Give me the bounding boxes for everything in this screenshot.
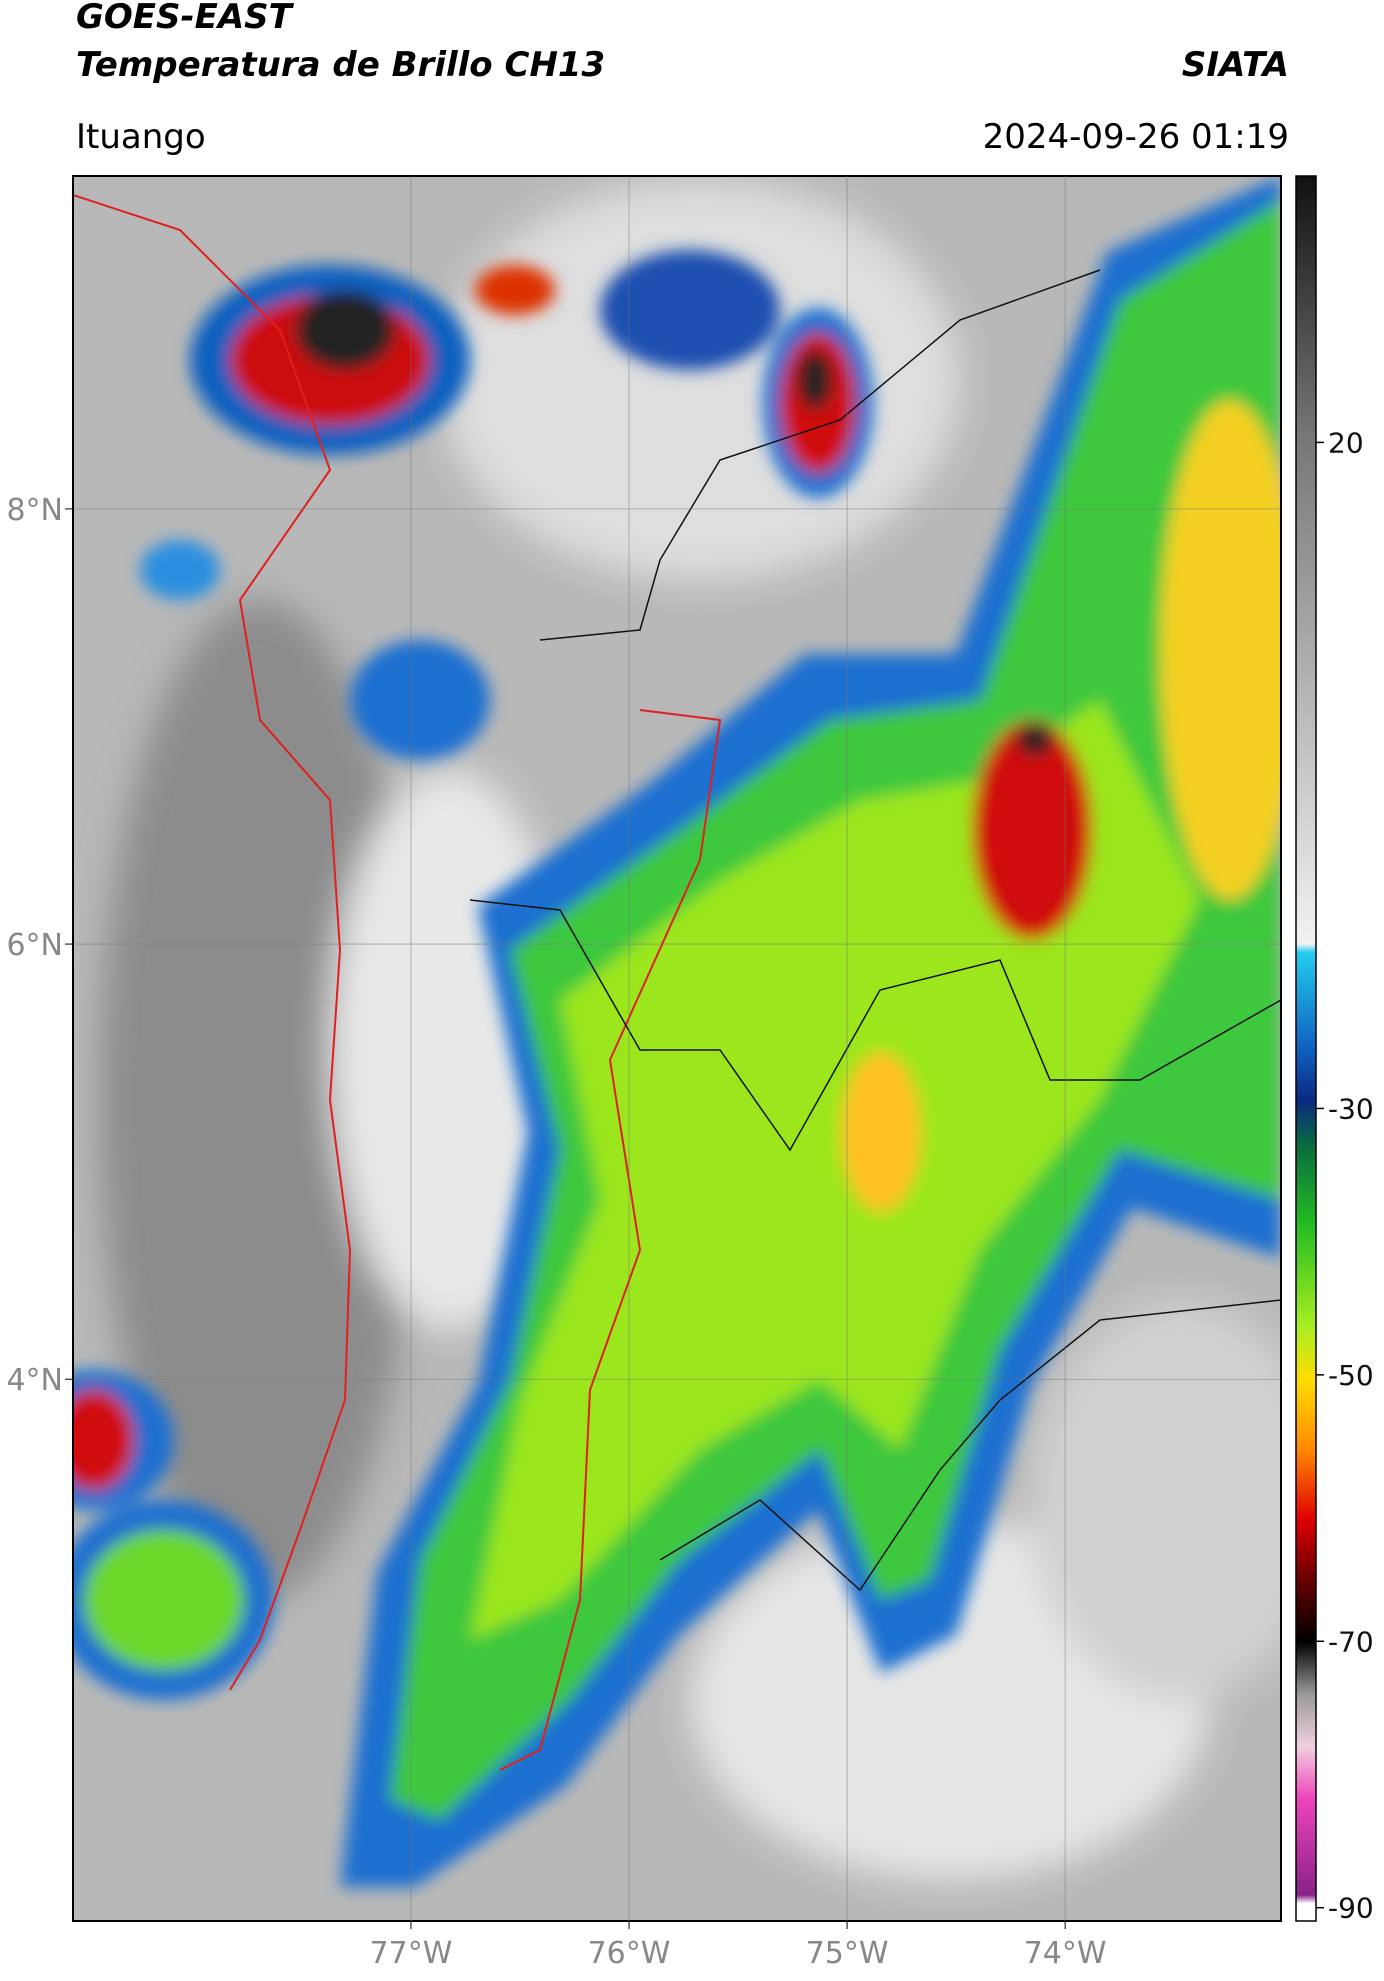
lat-tick-label: 4°N <box>6 1363 63 1398</box>
lon-tick-label: 76°W <box>588 1936 671 1971</box>
colorbar-tick-label: -30 <box>1328 1092 1374 1125</box>
map-frame <box>72 175 1282 1922</box>
colorbar-tick-label: -70 <box>1328 1625 1374 1658</box>
lat-tick-label: 6°N <box>6 928 63 963</box>
datetime: 2024-09-26 01:19 <box>983 117 1289 157</box>
lon-tick-label: 77°W <box>370 1936 453 1971</box>
lon-tick-label: 74°W <box>1024 1936 1107 1971</box>
location: Ituango <box>76 117 206 157</box>
colorbar-tick-label: 20 <box>1328 426 1364 459</box>
colorbar-tick-label: -50 <box>1328 1359 1374 1392</box>
satellite-image <box>73 176 1281 1921</box>
colorbar-tick-label: -90 <box>1328 1892 1374 1925</box>
title: Temperatura de Brillo CH13 <box>76 45 605 85</box>
colorbar <box>1295 175 1317 1922</box>
lon-tick-label: 75°W <box>806 1936 889 1971</box>
lat-tick-label: 8°N <box>6 493 63 528</box>
title: GOES-EAST <box>76 0 295 37</box>
source: SIATA <box>1182 45 1289 85</box>
